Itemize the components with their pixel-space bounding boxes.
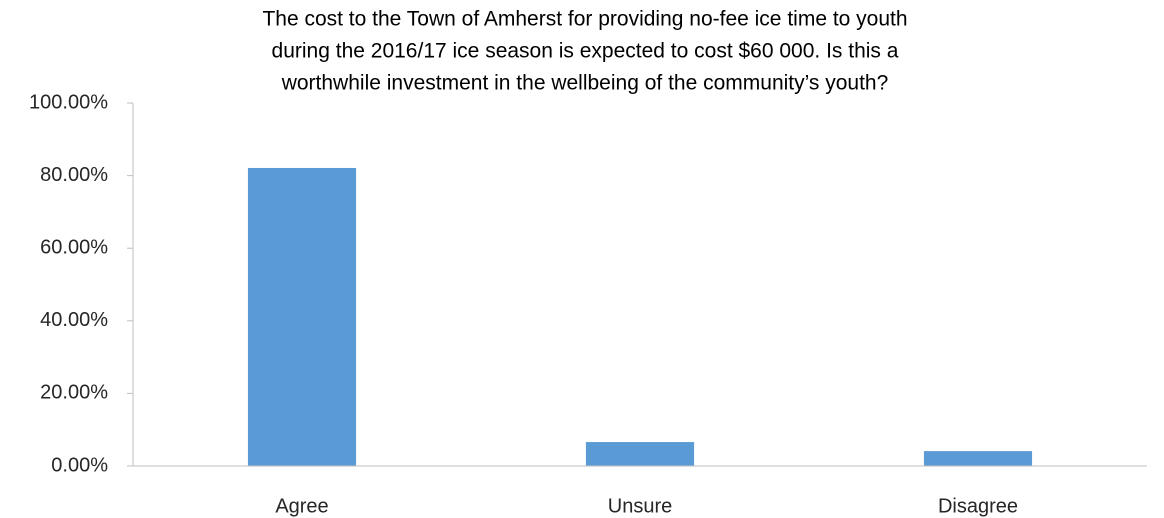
chart-title: The cost to the Town of Amherst for prov… [262,8,907,31]
x-tick-label: Agree [275,495,328,517]
chart-title: worthwhile investment in the wellbeing o… [281,72,889,95]
x-tick-label: Unsure [608,495,672,517]
bar [585,442,695,466]
y-tick-label: 20.00% [40,382,108,404]
x-tick-label: Disagree [938,495,1018,517]
y-tick-label: 60.00% [40,236,108,258]
y-tick-label: 0.00% [51,454,108,476]
chart-title: during the 2016/17 ice season is expecte… [272,40,899,63]
y-tick-label: 80.00% [40,164,108,186]
bar [247,167,357,467]
bar [923,451,1033,466]
y-tick-label: 100.00% [29,91,108,113]
y-tick-label: 40.00% [40,309,108,331]
